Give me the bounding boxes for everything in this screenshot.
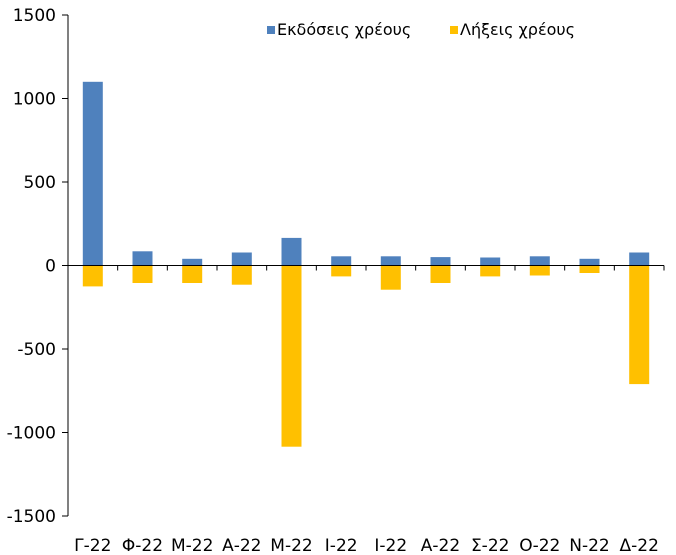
issuance-bar bbox=[480, 257, 501, 266]
x-tick-label: Ι-22 bbox=[325, 536, 358, 555]
maturity-bar bbox=[579, 265, 600, 273]
y-tick-label: 1000 bbox=[13, 90, 56, 110]
y-tick-label: -1500 bbox=[7, 507, 56, 527]
issuance-bar bbox=[132, 251, 153, 266]
bars bbox=[82, 81, 650, 447]
issuance-bar bbox=[529, 256, 550, 266]
issuance-bar bbox=[231, 252, 252, 266]
issuance-bar bbox=[281, 237, 302, 266]
x-tick-label: Μ-22 bbox=[171, 536, 213, 555]
issuance-bar bbox=[380, 256, 401, 266]
y-tick-label: 0 bbox=[45, 257, 56, 277]
y-tick-label: 500 bbox=[24, 173, 56, 193]
legend-item: Εκδόσεις χρέους bbox=[267, 20, 411, 39]
y-tick-label: -1000 bbox=[7, 424, 56, 444]
maturity-bar bbox=[529, 265, 550, 276]
issuance-bar bbox=[82, 81, 103, 266]
x-tick-label: Μ-22 bbox=[270, 536, 312, 555]
maturity-bar bbox=[430, 265, 451, 283]
maturity-bar bbox=[331, 265, 352, 277]
y-tick-label: 1500 bbox=[13, 6, 56, 26]
x-tick-label: Ι-22 bbox=[374, 536, 407, 555]
legend-swatch bbox=[267, 26, 275, 34]
x-tick-label: Φ-22 bbox=[122, 536, 163, 555]
maturity-bar bbox=[82, 265, 103, 287]
legend-item: Λήξεις χρέους bbox=[450, 20, 575, 39]
legend-label: Εκδόσεις χρέους bbox=[277, 20, 411, 39]
issuance-bar bbox=[579, 258, 600, 266]
x-tick-label: Ο-22 bbox=[519, 536, 560, 555]
x-axis: Γ-22 Φ-22 Μ-22 Α-22 Μ-22 Ι-22 Ι-22 Α-22 Σ-22 Ο-22… bbox=[67, 265, 665, 555]
x-tick-label: Γ-22 bbox=[74, 536, 111, 555]
maturity-bar bbox=[231, 265, 252, 285]
maturity-bar bbox=[629, 265, 650, 385]
y-axis: 1500 1000 500 0 -500 -1000 -1500 bbox=[7, 6, 69, 527]
maturity-bar bbox=[281, 265, 302, 447]
maturity-bar bbox=[480, 265, 501, 277]
issuance-bar bbox=[331, 256, 352, 266]
issuance-bar bbox=[430, 257, 451, 266]
y-tick-label: -500 bbox=[17, 340, 56, 360]
x-tick-label: Δ-22 bbox=[619, 536, 658, 555]
legend-swatch bbox=[450, 26, 458, 34]
issuance-bar bbox=[629, 252, 650, 266]
x-tick-label: Σ-22 bbox=[471, 536, 510, 555]
x-tick-label: Α-22 bbox=[421, 536, 460, 555]
maturity-bar bbox=[182, 265, 203, 283]
issuance-bar bbox=[182, 258, 203, 266]
maturity-bar bbox=[380, 265, 401, 290]
legend-label: Λήξεις χρέους bbox=[460, 20, 575, 39]
x-tick-label: Α-22 bbox=[222, 536, 261, 555]
legend: Εκδόσεις χρέους Λήξεις χρέους bbox=[267, 20, 575, 39]
maturity-bar bbox=[132, 265, 153, 283]
x-tick-label: Ν-22 bbox=[569, 536, 609, 555]
